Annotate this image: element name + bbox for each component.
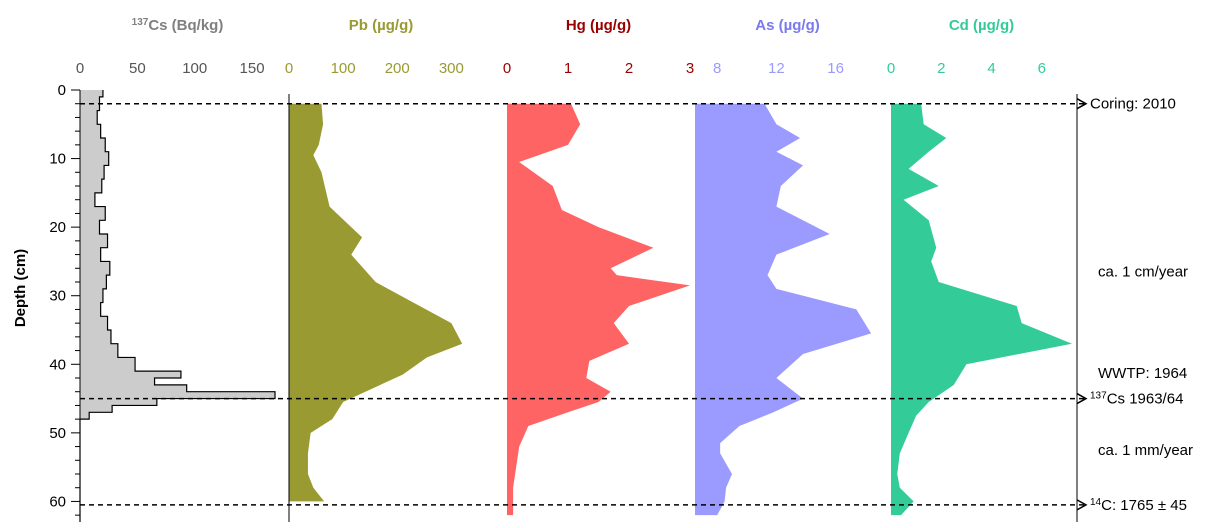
series-line-cs137 (79, 90, 276, 522)
y-tick-label-3: 30 (49, 288, 66, 305)
panel-title-cs137-main: Cs (Bq/kg) (148, 17, 223, 34)
x-tick-label-as-0: 8 (713, 60, 721, 77)
x-tick-label-cs137-0: 0 (76, 60, 84, 77)
marker-label-2-main: C: 1765 ± 45 (1101, 497, 1187, 514)
y-tick-label-0: 0 (58, 82, 66, 99)
marker-label-0: Coring: 2010 (1090, 96, 1176, 113)
x-tick-label-cd-2: 4 (987, 60, 995, 77)
panel-title-cs137-superscript: 137 (132, 17, 149, 28)
panel-as: 8 12 16 As (µg/g) (695, 17, 872, 516)
marker-arrow-2 (1076, 499, 1088, 511)
y-tick-label-2: 20 (49, 219, 66, 236)
series-area-as (695, 103, 872, 516)
marker-label-1-main: Cs 1963/64 (1107, 391, 1184, 408)
markers-group: Coring: 2010 137Cs 1963/64 14C: 1765 ± 45 c… (80, 96, 1193, 514)
series-area-hg (507, 103, 690, 516)
panel-title-pb: Pb (µg/g) (349, 17, 413, 34)
axes-group: 0 10 20 30 40 50 60 Depth (cm) (12, 82, 1078, 522)
series-area-pb (289, 103, 463, 502)
x-tick-label-cd-1: 2 (937, 60, 945, 77)
annotation-label-1: WWTP: 1964 (1098, 365, 1187, 382)
y-tick-label-5: 50 (49, 425, 66, 442)
y-tick-label-1: 10 (49, 151, 66, 168)
x-tick-label-hg-0: 0 (503, 60, 511, 77)
x-tick-label-cs137-2: 100 (182, 60, 207, 77)
marker-arrow-1 (1076, 392, 1088, 405)
x-tick-label-pb-2: 200 (385, 60, 410, 77)
marker-label-2: 14C: 1765 ± 45 (1090, 496, 1187, 514)
panel-cd: 0 2 4 6 Cd (µg/g) (887, 17, 1072, 516)
annotation-label-2: ca. 1 mm/year (1098, 442, 1193, 459)
x-tick-label-pb-1: 100 (331, 60, 356, 77)
x-tick-label-cs137-1: 50 (129, 60, 146, 77)
series-area-cd (891, 103, 1072, 516)
panel-title-cd: Cd (µg/g) (949, 17, 1014, 34)
x-tick-label-pb-0: 0 (285, 60, 293, 77)
panel-title-hg: Hg (µg/g) (566, 17, 631, 34)
panel-pb: 0 100 200 300 Pb (µg/g) (285, 17, 464, 502)
marker-label-1: 137Cs 1963/64 (1090, 390, 1183, 408)
y-tick-label-6: 60 (49, 493, 66, 510)
panel-hg: 0 1 2 3 Hg (µg/g) (503, 17, 694, 516)
panel-title-cs137: 137Cs (Bq/kg) (132, 17, 224, 35)
annotation-label-0: ca. 1 cm/year (1098, 264, 1188, 281)
panel-title-as: As (µg/g) (755, 17, 819, 34)
marker-arrow-0 (1076, 98, 1088, 110)
panel-cs137: 0 50 100 150 137Cs (Bq/kg) (76, 17, 276, 522)
x-tick-label-as-2: 16 (827, 60, 844, 77)
y-tick-label-4: 40 (49, 356, 66, 373)
y-axis-label: Depth (cm) (12, 249, 29, 327)
x-tick-label-pb-3: 300 (439, 60, 464, 77)
marker-label-2-superscript: 14 (1090, 496, 1102, 507)
x-tick-label-hg-1: 1 (564, 60, 572, 77)
x-tick-label-cd-3: 6 (1038, 60, 1046, 77)
x-tick-label-cd-0: 0 (887, 60, 895, 77)
x-tick-label-as-1: 12 (768, 60, 785, 77)
x-tick-label-hg-3: 3 (686, 60, 694, 77)
x-tick-label-cs137-3: 150 (240, 60, 265, 77)
marker-label-1-superscript: 137 (1090, 390, 1107, 401)
x-tick-label-hg-2: 2 (625, 60, 633, 77)
series-fill-cs137 (80, 90, 275, 522)
